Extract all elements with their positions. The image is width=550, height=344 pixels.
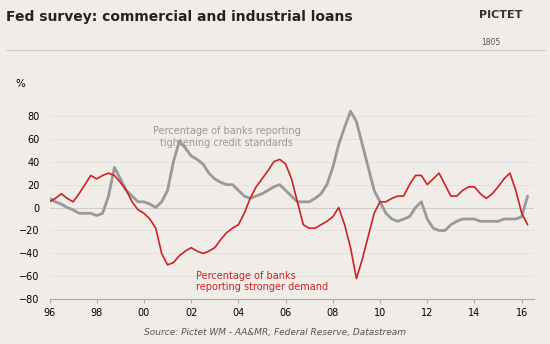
Text: 1805: 1805 — [481, 38, 500, 47]
Text: Fed survey: commercial and industrial loans: Fed survey: commercial and industrial lo… — [6, 10, 352, 24]
Y-axis label: %: % — [15, 79, 25, 89]
Text: Percentage of banks
reporting stronger demand: Percentage of banks reporting stronger d… — [196, 271, 328, 292]
Text: PICTET: PICTET — [478, 10, 522, 20]
Text: Source: Pictet WM - AA&MR, Federal Reserve, Datastream: Source: Pictet WM - AA&MR, Federal Reser… — [144, 328, 406, 337]
Text: Percentage of banks reporting
tightening credit standards: Percentage of banks reporting tightening… — [153, 126, 300, 148]
